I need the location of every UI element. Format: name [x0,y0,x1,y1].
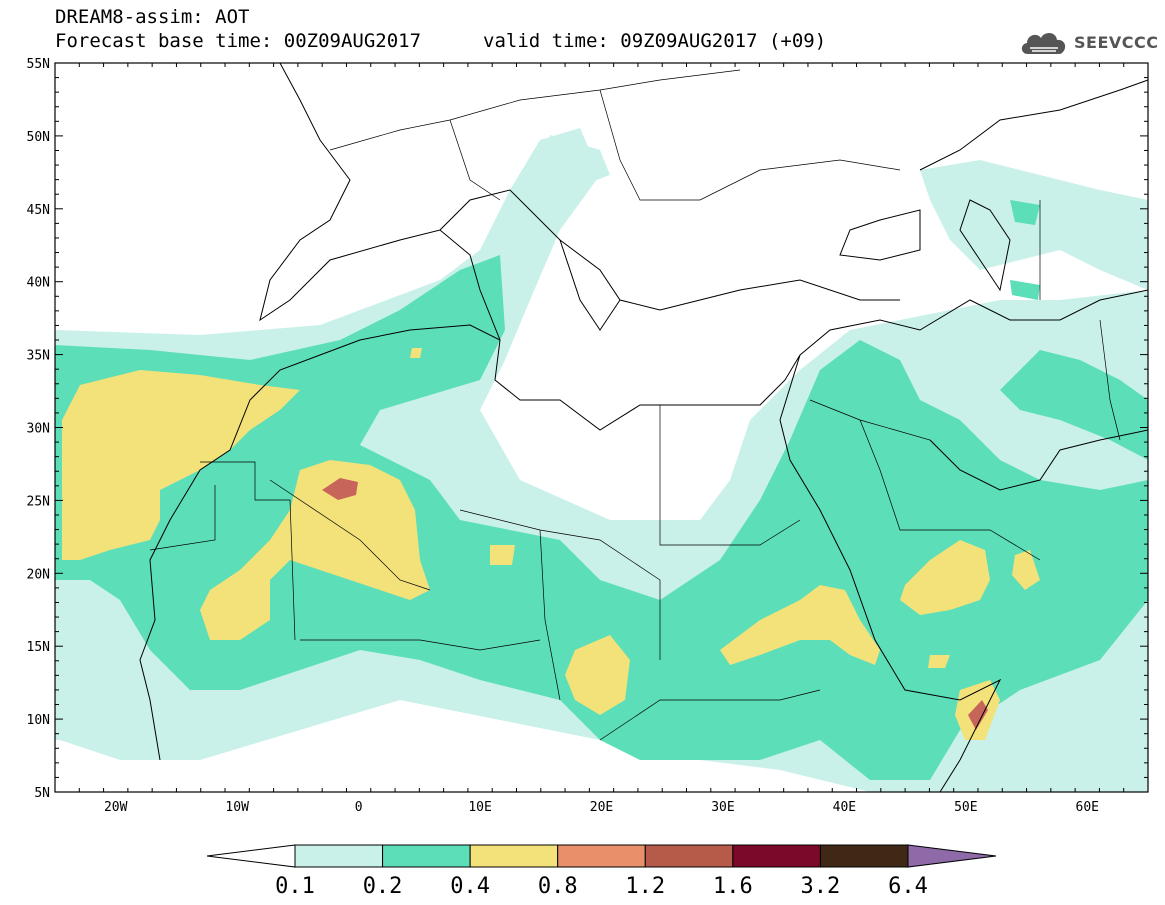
coastlines [139,63,1148,792]
colorbar-label: 0.8 [538,874,578,899]
aot-contours [55,128,1148,792]
colorbar-high-arrow [907,844,997,868]
lon-tick-label: 20E [590,800,613,815]
colorbar-segment [644,844,734,868]
lon-tick-label: 20W [104,800,128,815]
aot-band-0.8-1.2 [322,478,988,730]
lat-tick-label: 30N [27,422,50,437]
lon-tick-label: 50E [954,800,977,815]
lon-tick-label: 10W [225,800,249,815]
colorbar-label: 3.2 [801,874,841,899]
colorbar-label: 1.2 [625,874,665,899]
colorbar-segment [382,844,471,868]
lat-tick-label: 15N [27,640,50,655]
lon-tick-label: 60E [1076,800,1099,815]
colorbar-label: 0.1 [275,874,315,899]
colorbar-segment [469,844,559,868]
valid-time: valid time: 09Z09AUG2017 (+09) [483,30,827,52]
lon-tick-label: 10E [468,800,491,815]
lon-tick-label: 0 [355,800,363,815]
colorbar-label: 6.4 [888,874,928,899]
lat-tick-label: 20N [27,567,50,582]
lat-tick-label: 10N [27,713,50,728]
lon-tick-label: 30E [711,800,734,815]
lat-tick-label: 5N [34,786,50,801]
map-title: DREAM8-assim: AOT [55,6,250,28]
lat-tick-label: 45N [27,203,50,218]
lat-tick-label: 35N [27,349,50,364]
lat-tick-label: 25N [27,494,50,509]
colorbar-segment [732,844,821,868]
axis-ticks: 20W 10W 0 10E 20E 30E 40E 50E 60E 55N 50N 45N 40N 35N… [27,57,1149,815]
colorbar-label: 1.6 [713,874,753,899]
logo-text: SEEVCCC [1074,32,1159,52]
cloud-icon [1021,32,1066,54]
colorbar-segment [819,844,909,868]
aot-band-0.4-0.8 [62,348,1040,740]
lat-tick-label: 55N [27,57,50,72]
country-borders [149,69,1121,741]
colorbar-segment [294,844,384,868]
colorbar-label: 0.2 [363,874,403,899]
forecast-base-time: Forecast base time: 00Z09AUG2017 [55,30,422,52]
colorbar-low-arrow [206,844,296,868]
seevccc-logo: SEEVCCC [1018,22,1159,62]
colorbar: 0.1 0.2 0.4 0.8 1.2 1.6 3.2 6.4 [206,844,997,899]
colorbar-label: 0.4 [450,874,490,899]
lon-tick-label: 40E [833,800,856,815]
lat-tick-label: 40N [27,276,50,291]
colorbar-segment [557,844,646,868]
lat-tick-label: 50N [27,130,50,145]
